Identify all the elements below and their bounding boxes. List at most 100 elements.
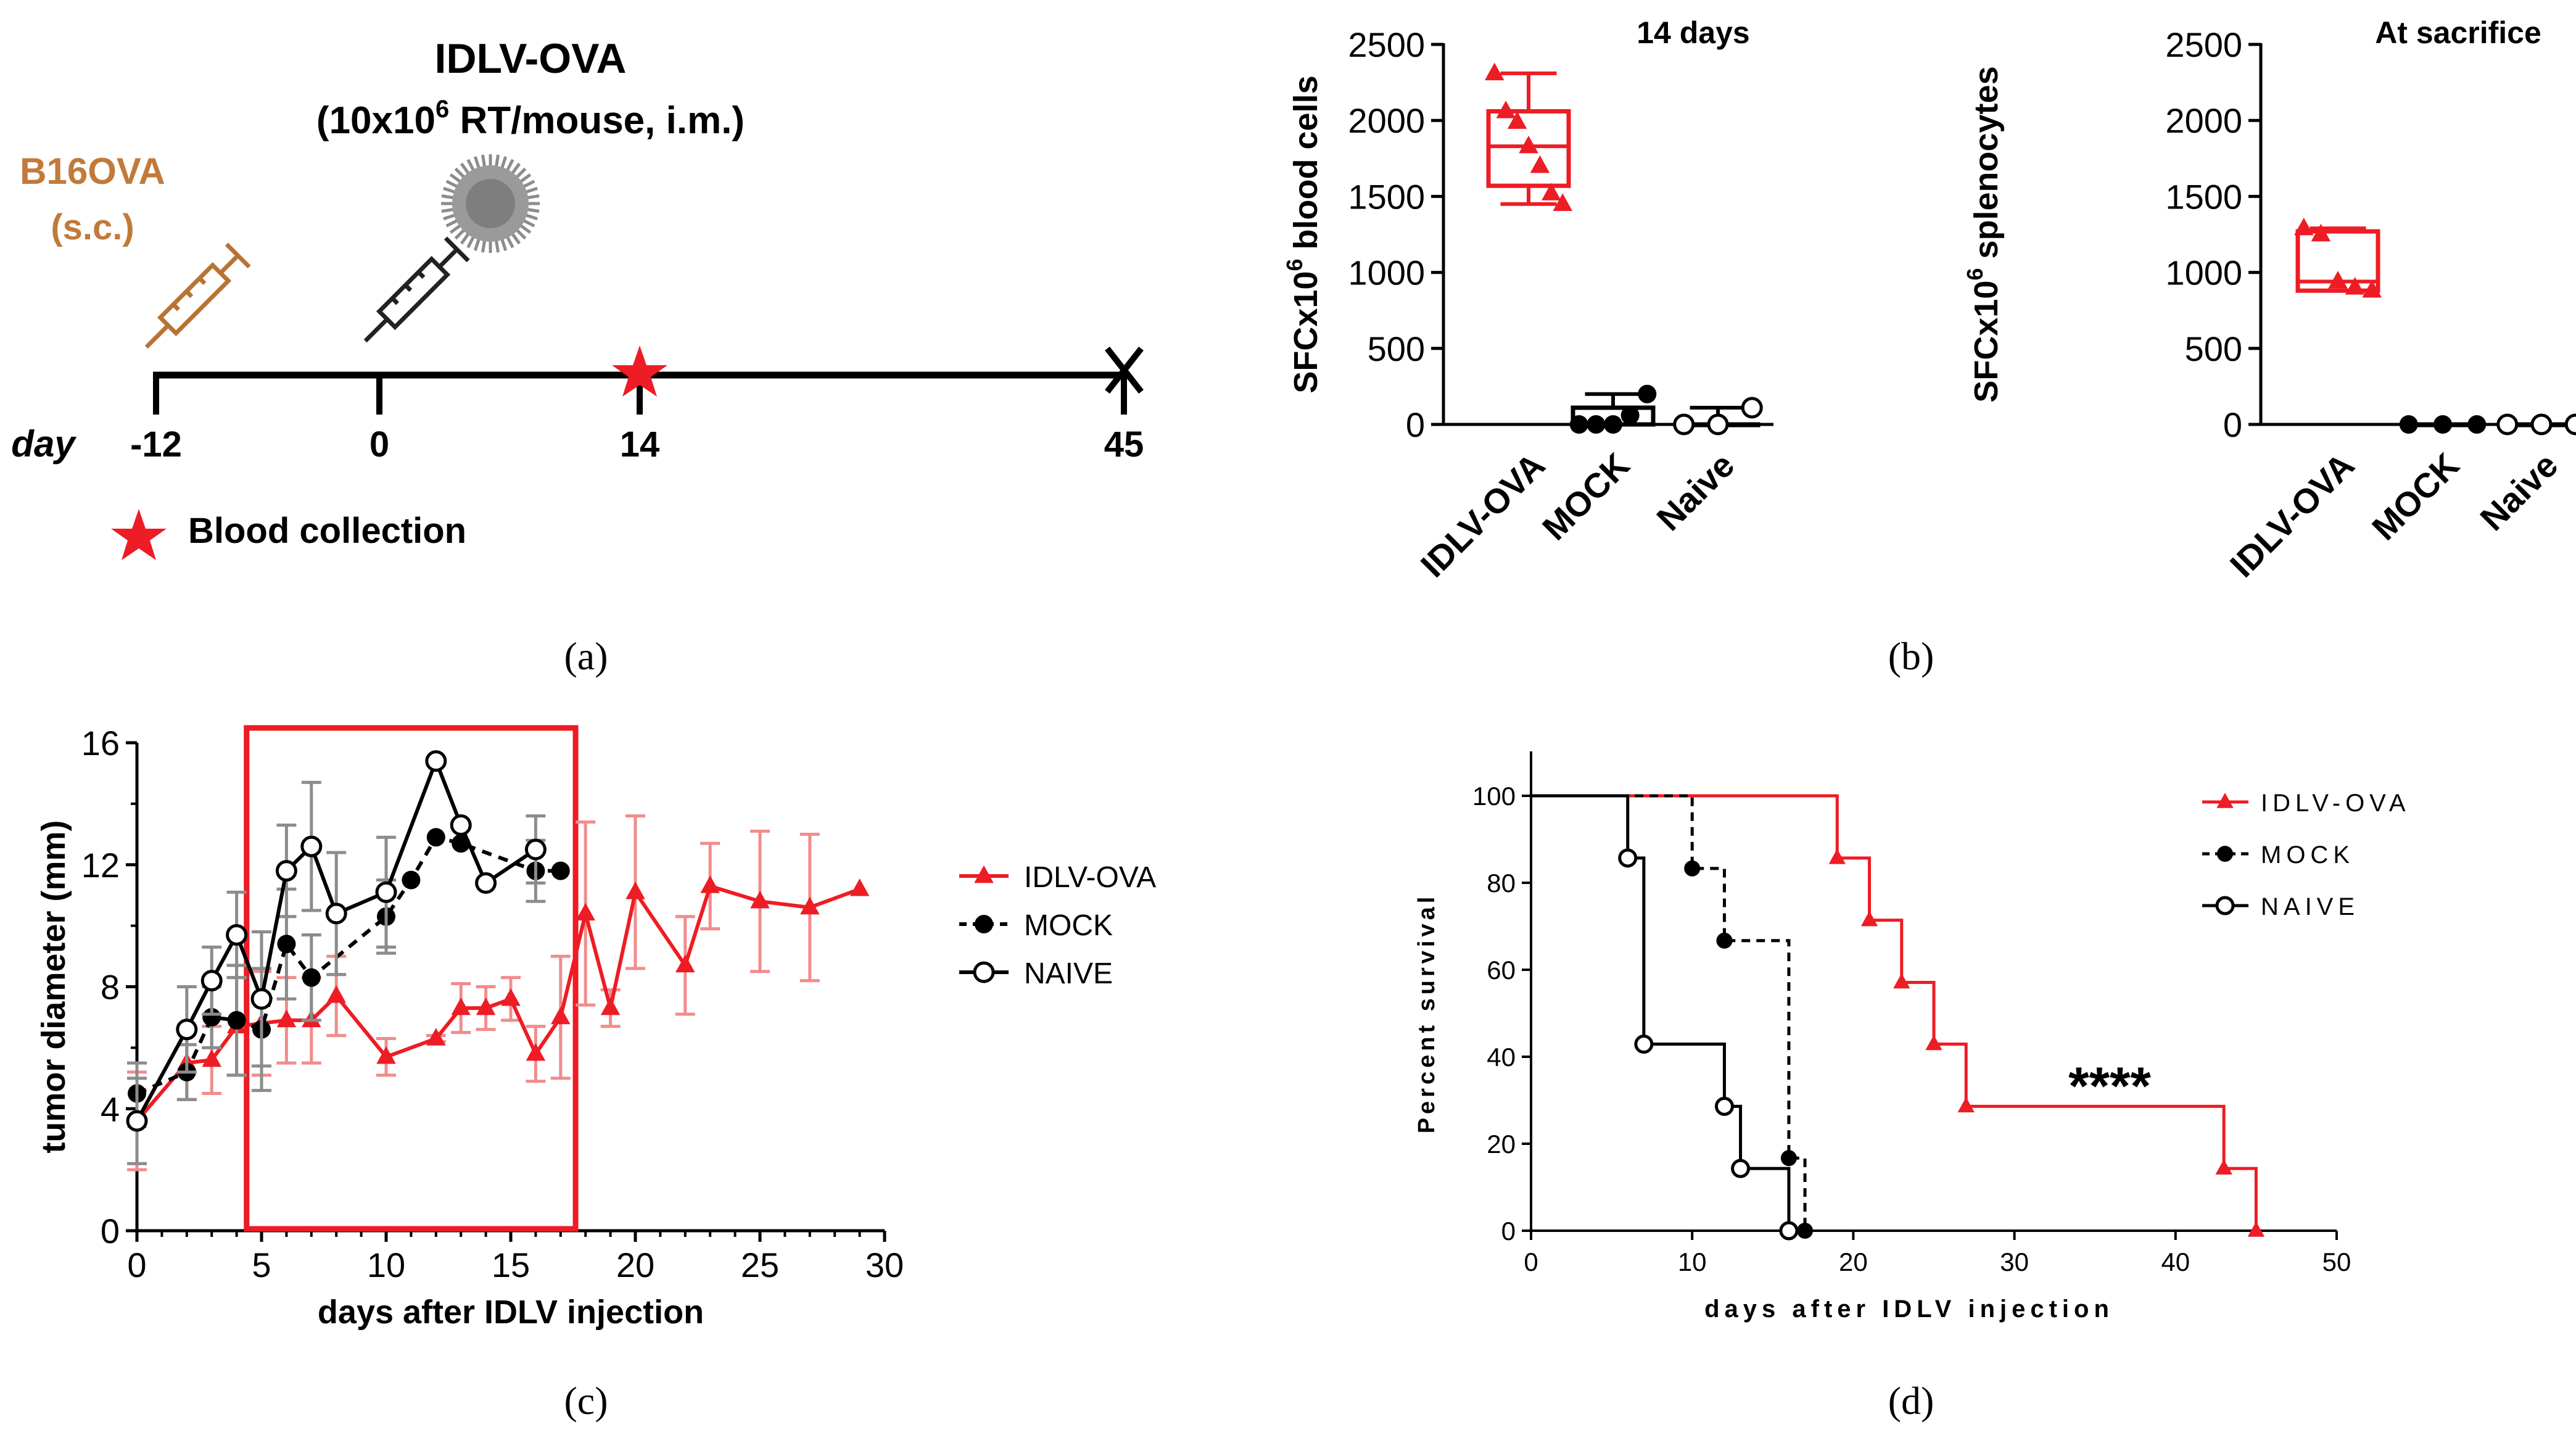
data-point — [2399, 415, 2418, 434]
event-marker — [1797, 1223, 1814, 1239]
x-tick-label: 30 — [2000, 1247, 2029, 1276]
data-point — [202, 1007, 221, 1027]
data-point — [126, 1110, 148, 1132]
box-naive — [2496, 413, 2576, 436]
survival-curve — [1531, 794, 2258, 1231]
y-axis-label: SFCx106 splenocytes — [1962, 66, 2005, 402]
event-marker — [1731, 1159, 1751, 1178]
vaccine-dose: (10x106 RT/mouse, i.m.) — [316, 96, 745, 142]
data-point — [551, 861, 570, 880]
legend-marker — [2217, 846, 2233, 862]
data-point — [2434, 415, 2452, 434]
event-marker — [1893, 973, 1910, 989]
box-idlv-ova — [1485, 62, 1572, 211]
y-axis-label-sup: 6 — [1962, 268, 1988, 281]
series-idlv-ova — [127, 814, 870, 1171]
event-marker — [1714, 1096, 1734, 1116]
y-tick-label: 1500 — [1348, 177, 1425, 216]
y-tick-label: 2000 — [2165, 101, 2242, 140]
legend-label: MOCK — [1024, 909, 1113, 942]
box-idlv-ova — [2294, 217, 2382, 298]
star-icon — [612, 345, 667, 397]
data-point — [426, 828, 445, 847]
x-tick-label: 5 — [252, 1246, 271, 1284]
data-point — [1569, 415, 1588, 434]
x-tick-label: 10 — [1678, 1247, 1707, 1276]
data-point — [1707, 413, 1729, 436]
data-point — [2496, 413, 2519, 436]
legend-label: IDLV-OVA — [1024, 861, 1156, 894]
data-point — [200, 970, 223, 992]
legend-item: IDLV-OVA — [2202, 790, 2406, 817]
panel-label-d: (d) — [1888, 1379, 1934, 1423]
virus-particle-icon — [441, 154, 540, 253]
event-marker — [1957, 1097, 1975, 1113]
data-point — [375, 881, 397, 903]
x-tick-label: 0 — [127, 1246, 146, 1284]
data-point — [551, 1006, 571, 1025]
legend-item: MOCK — [2202, 841, 2350, 869]
panel-a-timeline: IDLV-OVA (10x106 RT/mouse, i.m.) B16OVA … — [11, 35, 1144, 560]
legend-item: NAIVE — [959, 957, 1113, 990]
data-point — [2362, 279, 2382, 298]
data-point — [202, 1049, 221, 1067]
series-naive — [1531, 794, 1799, 1241]
data-point — [800, 896, 820, 915]
y-tick-label: 0 — [2223, 405, 2242, 444]
y-tick-label: 8 — [101, 968, 120, 1007]
event-marker — [1828, 848, 1846, 864]
event-marker — [2247, 1221, 2265, 1237]
y-tick-label: 2000 — [1348, 101, 1425, 140]
y-tick-label: 1000 — [2165, 254, 2242, 292]
data-point — [1519, 135, 1538, 154]
y-tick-label: 0 — [1501, 1217, 1516, 1246]
chart-title: At sacrifice — [2375, 15, 2541, 50]
legend-item: MOCK — [959, 909, 1113, 942]
y-axis-label: tumor diameter (mm) — [35, 820, 72, 1153]
box-mock — [2399, 415, 2487, 434]
data-point — [425, 750, 447, 772]
data-point — [1530, 155, 1550, 173]
x-tick-label: 20 — [616, 1246, 654, 1284]
data-point — [1496, 101, 1516, 118]
data-point — [625, 881, 645, 899]
y-tick-label: 40 — [1487, 1043, 1516, 1072]
data-point — [300, 835, 323, 857]
category-label: MOCK — [2364, 445, 2467, 548]
series-mock — [1531, 794, 1814, 1239]
y-tick-label: 12 — [81, 846, 120, 885]
event-marker — [1925, 1035, 1942, 1051]
x-axis-label: days after IDLV injection — [1704, 1295, 2114, 1323]
data-point — [1507, 111, 1527, 129]
event-marker — [2215, 1159, 2232, 1175]
data-point — [600, 997, 621, 1015]
data-point — [325, 903, 347, 925]
legend-marker — [974, 865, 994, 883]
data-point — [524, 838, 547, 861]
category-label: Naive — [1649, 445, 1741, 538]
x-tick-label: 40 — [2161, 1247, 2190, 1276]
y-tick-label: 20 — [1487, 1130, 1516, 1159]
legend-marker — [975, 915, 993, 933]
timeline-tick-label: 0 — [369, 424, 389, 465]
data-point — [526, 1043, 546, 1061]
legend-marker — [2216, 793, 2234, 808]
chart-b-splenocytes: 0 500 1000 1500 2000 2500 At sacrifice SFCx106 … — [1962, 15, 2576, 585]
syringe-icon — [363, 236, 470, 343]
box — [2295, 229, 2380, 293]
x-tick-label: 15 — [492, 1246, 530, 1284]
box-naive — [1673, 397, 1763, 436]
y-tick-label: 0 — [1406, 405, 1425, 444]
data-point — [402, 870, 421, 890]
data-point — [1542, 183, 1561, 200]
x-tick-label: 30 — [865, 1246, 904, 1284]
y-axis-label-sup: 6 — [1282, 258, 1307, 271]
data-point — [276, 1009, 297, 1028]
timeline-tick-label: 45 — [1104, 424, 1144, 465]
panel-label-a: (a) — [564, 634, 608, 678]
y-tick-label: 4 — [101, 1089, 120, 1128]
data-point — [2311, 223, 2331, 242]
event-marker — [1634, 1035, 1654, 1054]
data-point — [1620, 406, 1640, 425]
data-point — [227, 1010, 246, 1030]
